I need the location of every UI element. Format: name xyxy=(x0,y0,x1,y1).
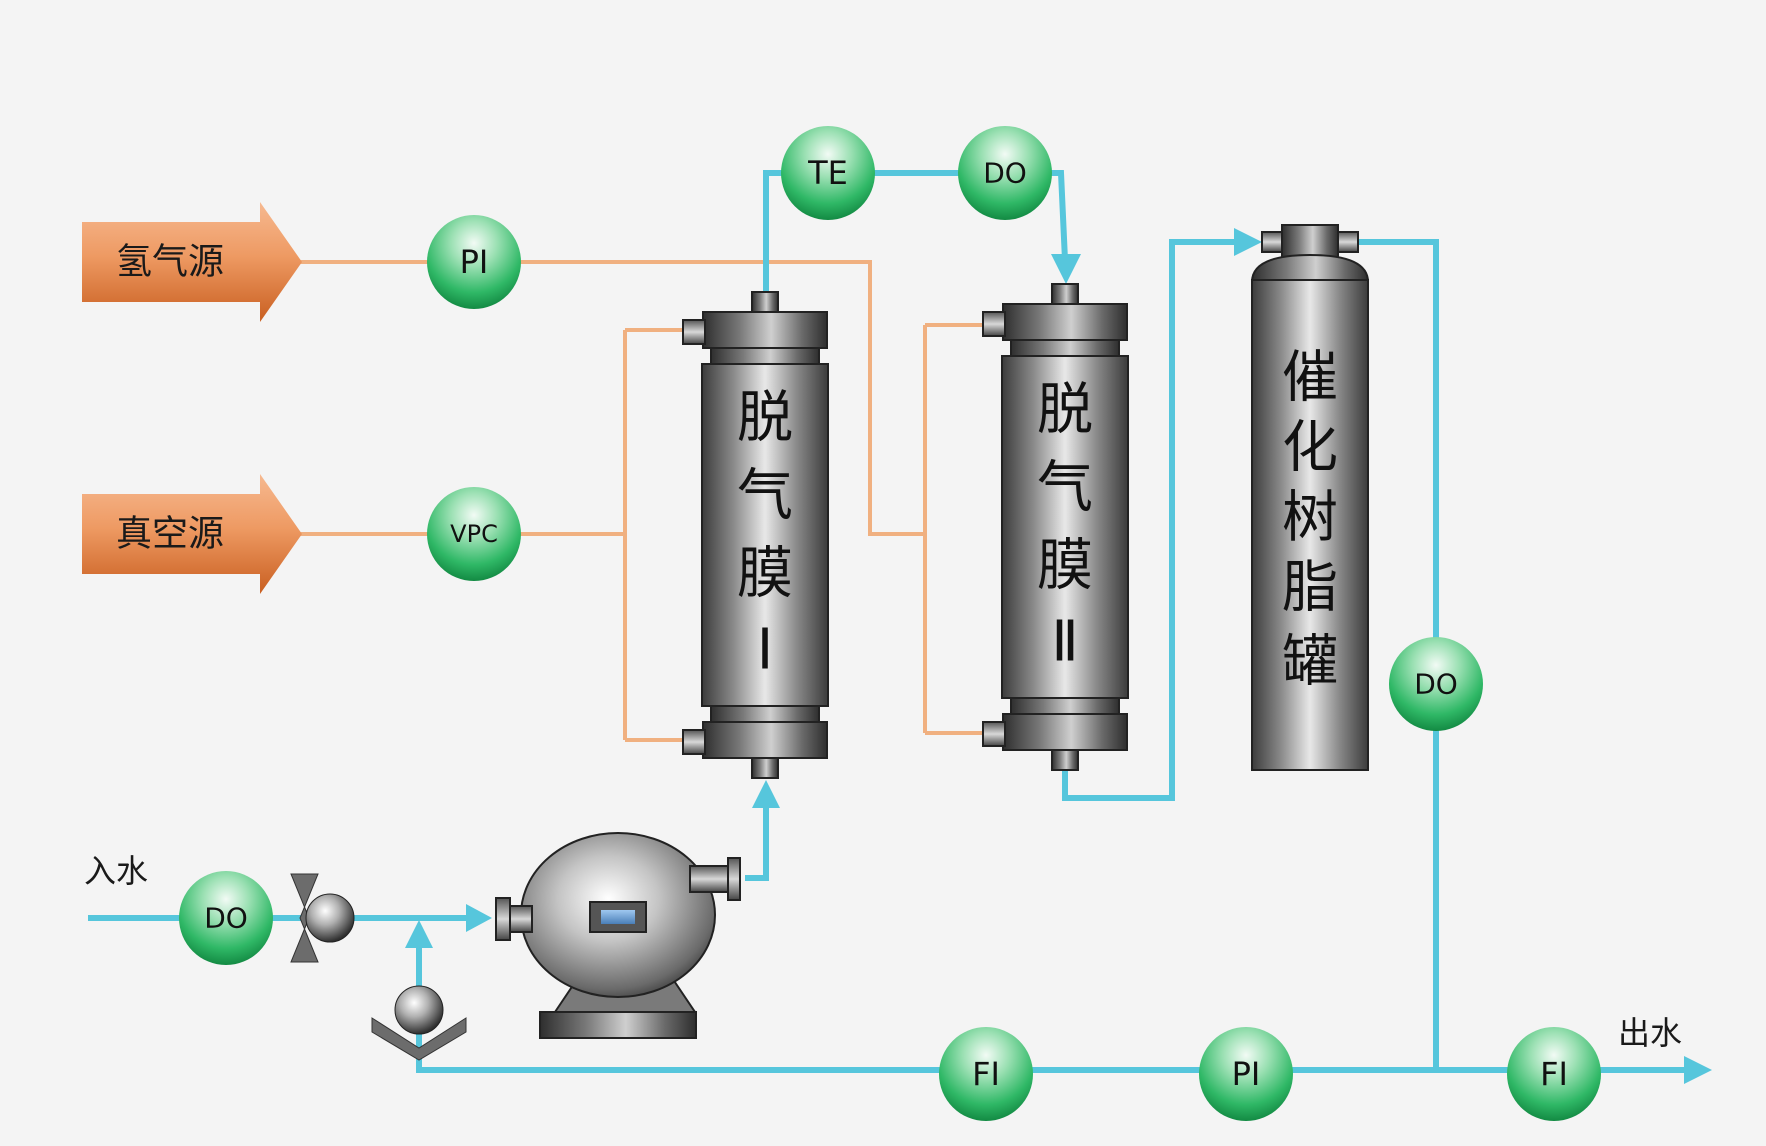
fi-outlet-label: FI xyxy=(1540,1055,1568,1093)
resin-inlet-arrow xyxy=(1234,228,1262,256)
vpc-label: VPC xyxy=(450,520,498,548)
outlet-arrow xyxy=(1684,1056,1712,1084)
hydrogen-line xyxy=(290,260,925,536)
fi-bottom-instrument[interactable]: FI xyxy=(939,1027,1033,1121)
membrane2-char: 气 xyxy=(1037,456,1093,521)
recirculation-arrow xyxy=(405,920,433,948)
membrane2-char: Ⅱ xyxy=(1051,610,1079,675)
vacuum-source-arrow xyxy=(82,474,302,594)
water-lines xyxy=(88,170,1712,1084)
membrane2-inlet-arrow xyxy=(1051,254,1081,284)
vpc-instrument[interactable]: VPC xyxy=(427,487,521,581)
membrane1-char: 膜 xyxy=(737,542,793,607)
degassing-membrane-1: 脱 气 膜 Ⅰ xyxy=(682,291,829,779)
inlet-label: 入水 xyxy=(84,852,148,890)
recirculation-line xyxy=(416,940,1436,1073)
inlet-arrow xyxy=(466,904,492,932)
membrane1-outlet-line xyxy=(763,170,1068,292)
degassing-membrane-2: 脱 气 膜 Ⅱ xyxy=(982,283,1129,771)
recirculation-check-valve xyxy=(371,985,467,1061)
membrane1-char: Ⅰ xyxy=(757,618,774,683)
vacuum-source-label: 真空源 xyxy=(116,514,224,555)
resin-tank-char: 脂 xyxy=(1282,556,1338,621)
pump xyxy=(495,832,741,1039)
resin-tank-char: 罐 xyxy=(1282,630,1338,695)
te-label: TE xyxy=(807,154,848,192)
membrane1-inlet-arrow xyxy=(752,780,780,808)
do-right-label: DO xyxy=(1414,668,1458,701)
do-top-instrument[interactable]: DO xyxy=(958,126,1052,220)
pi-bottom-instrument[interactable]: PI xyxy=(1199,1027,1293,1121)
pi-hydrogen-instrument[interactable]: PI xyxy=(427,215,521,309)
resin-tank-char: 催 xyxy=(1282,346,1338,411)
membrane2-char: 膜 xyxy=(1037,534,1093,599)
outlet-label: 出水 xyxy=(1618,1014,1682,1052)
pump-outlet-line xyxy=(745,790,769,881)
do-inlet-instrument[interactable]: DO xyxy=(179,871,273,965)
membrane2-char: 脱 xyxy=(1037,378,1093,443)
resin-outlet-line xyxy=(1350,239,1439,1070)
hydrogen-source-arrow xyxy=(82,202,302,322)
fi-outlet-instrument[interactable]: FI xyxy=(1507,1027,1601,1121)
vacuum-source: 真空源 xyxy=(82,474,302,594)
membrane1-char: 脱 xyxy=(737,386,793,451)
catalytic-resin-tank: 催 化 树 脂 罐 xyxy=(1250,224,1370,771)
fi-bottom-label: FI xyxy=(972,1055,1000,1093)
hydrogen-source: 氢气源 xyxy=(82,202,302,322)
pump-window xyxy=(601,910,635,924)
hydrogen-source-label: 氢气源 xyxy=(116,242,224,283)
membrane2-outlet-line xyxy=(1062,239,1240,801)
resin-tank-char: 树 xyxy=(1282,486,1338,551)
inlet-check-valve xyxy=(290,873,355,963)
resin-tank-char: 化 xyxy=(1282,416,1338,481)
do-top-label: DO xyxy=(983,157,1027,190)
pi-hydrogen-label: PI xyxy=(460,243,489,281)
do-right-instrument[interactable]: DO xyxy=(1389,637,1483,731)
te-instrument[interactable]: TE xyxy=(781,126,875,220)
pi-bottom-label: PI xyxy=(1232,1055,1261,1093)
gas-lines xyxy=(290,260,985,742)
membrane1-char: 气 xyxy=(737,464,793,529)
do-inlet-label: DO xyxy=(204,902,248,935)
